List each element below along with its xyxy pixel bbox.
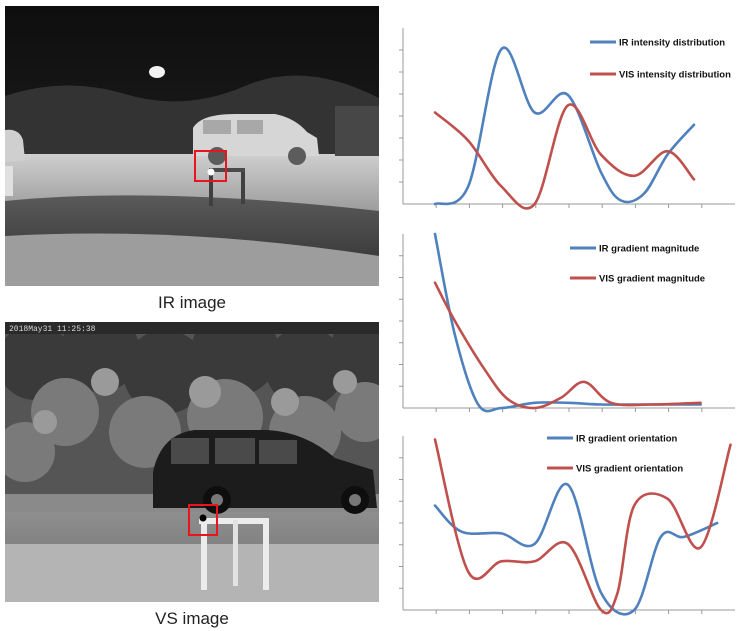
- target-box: [194, 150, 227, 182]
- legend-label: VIS intensity distribution: [619, 70, 731, 81]
- target-stand: [199, 514, 269, 590]
- series-line-ir: [433, 46, 696, 206]
- legend-label: IR gradient orientation: [576, 434, 678, 445]
- car-shape: [193, 114, 319, 165]
- legend-label: IR gradient magnitude: [599, 244, 699, 255]
- gradient-magnitude-chart: IR gradient magnitude VIS gradient magnit…: [399, 232, 735, 413]
- series-line-vis: [433, 438, 732, 615]
- timestamp-overlay: 2018May31 11:25:38: [9, 325, 96, 334]
- legend-label: VIS gradient orientation: [576, 464, 683, 475]
- series-line-vis: [433, 281, 702, 410]
- vs-image: 2018May31 11:25:38: [5, 322, 379, 602]
- vs-caption: VS image: [155, 609, 229, 628]
- intensity-distribution-chart: IR intensity distribution VIS intensity d…: [399, 28, 735, 210]
- legend-label: IR intensity distribution: [619, 38, 725, 49]
- gradient-orientation-chart: IR gradient orientation VIS gradient orie…: [399, 434, 735, 616]
- ir-image: [5, 6, 379, 286]
- car-shape: [153, 430, 377, 514]
- series-line-vis: [433, 103, 696, 210]
- series-line-ir: [433, 482, 719, 616]
- legend-label: VIS gradient magnitude: [599, 274, 705, 285]
- series-line-ir: [433, 232, 702, 413]
- ir-caption: IR image: [157, 293, 227, 312]
- target-box: [188, 504, 218, 536]
